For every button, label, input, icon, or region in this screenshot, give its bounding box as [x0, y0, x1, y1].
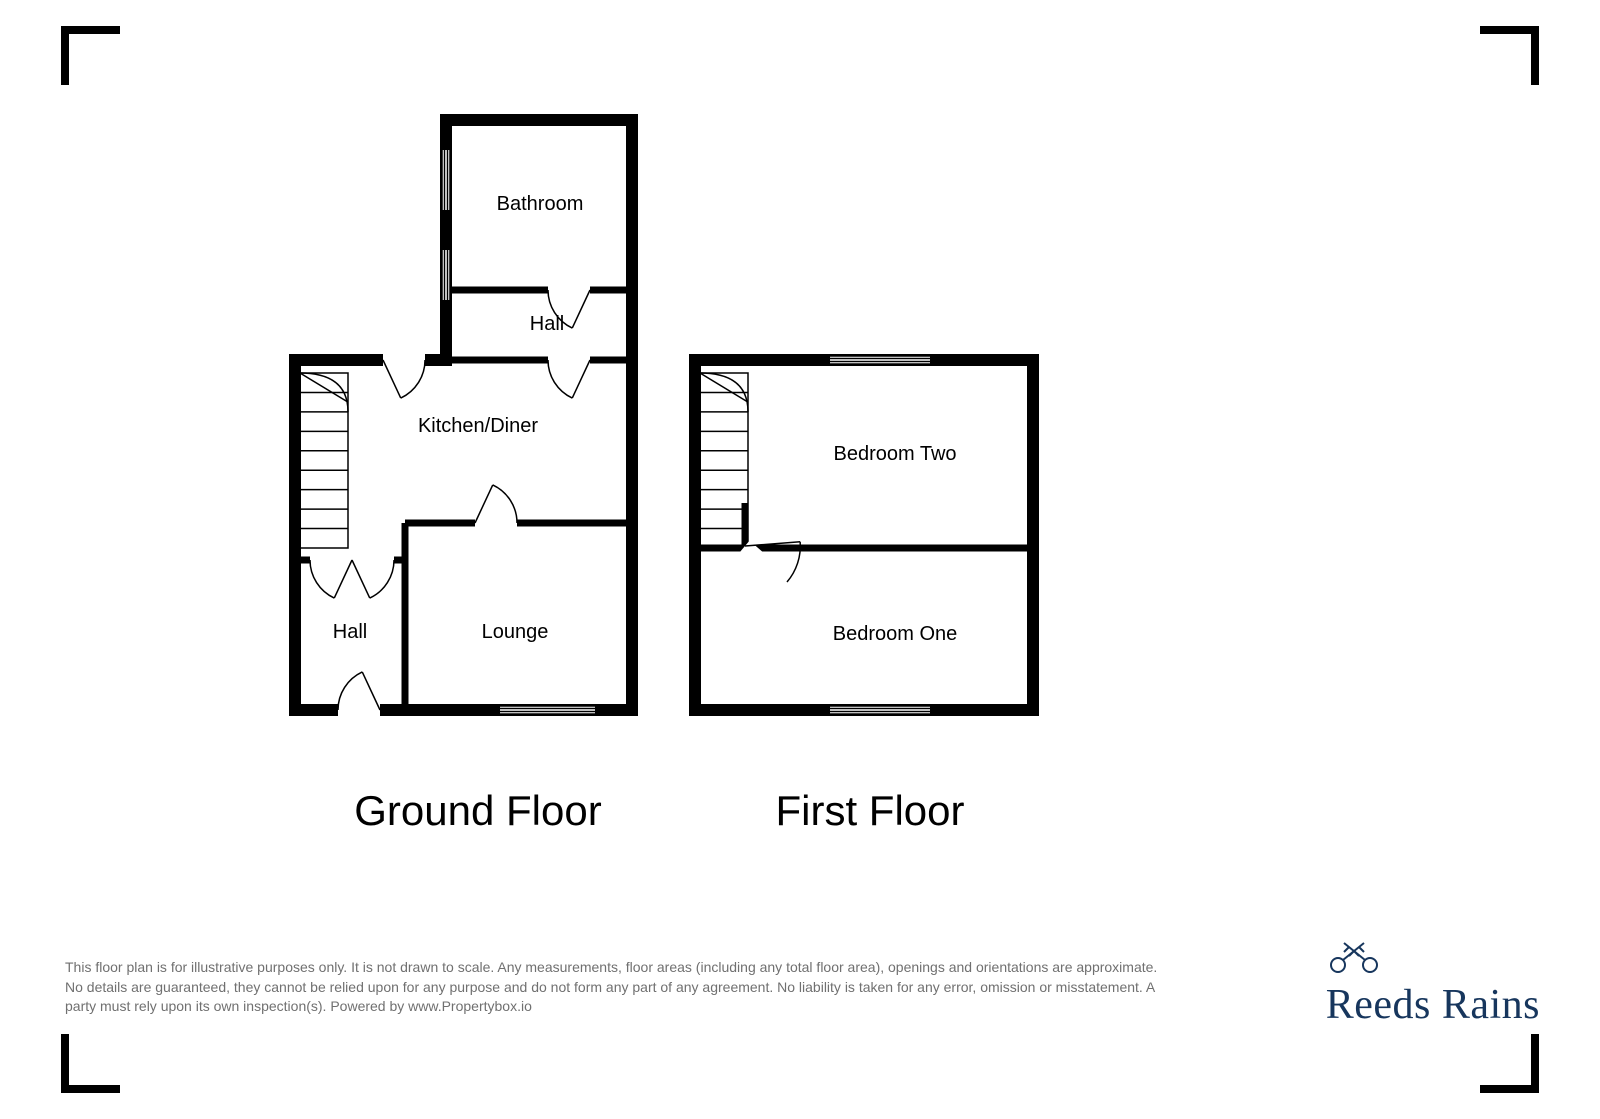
brand-name: Reeds Rains: [1326, 981, 1540, 1029]
window: [500, 706, 595, 714]
disclaimer-text: This floor plan is for illustrative purp…: [65, 958, 1165, 1017]
crop-mark-br: [1480, 1034, 1535, 1089]
floor-title: First Floor: [776, 787, 965, 834]
window: [830, 356, 930, 364]
room-label: Hall: [333, 621, 367, 643]
crop-mark-bl: [65, 1034, 120, 1089]
floor-title: Ground Floor: [354, 787, 601, 834]
window: [442, 150, 450, 210]
room-label: Bedroom Two: [833, 443, 956, 465]
window: [442, 250, 450, 300]
room-label: Bathroom: [497, 193, 584, 215]
room-label: Kitchen/Diner: [418, 415, 538, 437]
room-label: Bedroom One: [833, 623, 958, 645]
crop-mark-tr: [1480, 30, 1535, 85]
brand-block: Reeds Rains: [1326, 941, 1540, 1029]
brand-keys-icon: [1326, 941, 1540, 977]
crop-mark-tl: [65, 30, 120, 85]
room-label: Hall: [530, 313, 564, 335]
room-label: Lounge: [482, 621, 549, 643]
window: [830, 706, 930, 714]
